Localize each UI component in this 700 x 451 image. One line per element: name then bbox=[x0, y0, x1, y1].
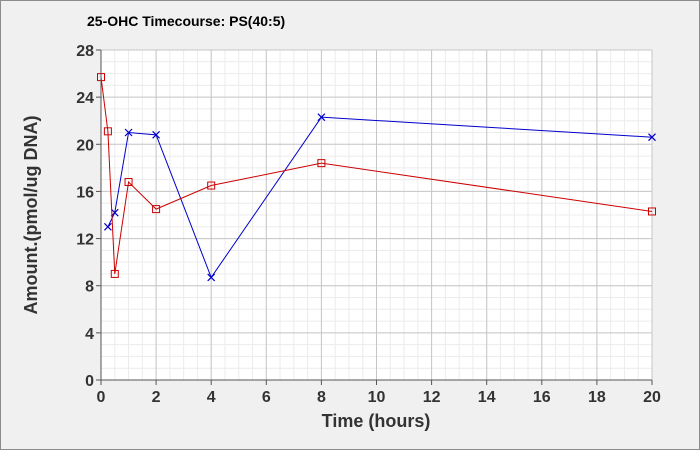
x-tick-label: 12 bbox=[423, 389, 441, 406]
x-tick-label: 4 bbox=[207, 389, 216, 406]
series-layer bbox=[97, 73, 656, 282]
data-point-x bbox=[648, 133, 656, 142]
data-point-square bbox=[207, 181, 216, 190]
chart-title: 25-OHC Timecourse: PS(40:5) bbox=[87, 13, 285, 29]
x-tick-label: 8 bbox=[317, 389, 326, 406]
data-point-square bbox=[317, 159, 326, 168]
series-1 bbox=[103, 113, 656, 282]
data-point-x bbox=[152, 130, 161, 139]
x-tick-label: 18 bbox=[588, 389, 606, 406]
x-tick-label: 20 bbox=[643, 389, 661, 406]
x-tick-label: 0 bbox=[97, 389, 106, 406]
series-line bbox=[100, 77, 653, 275]
x-tick-label: 2 bbox=[152, 389, 161, 406]
y-tick-label: 8 bbox=[85, 279, 94, 296]
data-point-square bbox=[110, 269, 119, 278]
data-point-square bbox=[103, 127, 112, 136]
x-axis-ticks: 0 2 4 6 8 10 12 14 16 18 20 bbox=[97, 380, 661, 406]
y-tick-label: 16 bbox=[76, 184, 94, 201]
x-tick-label: 6 bbox=[262, 389, 271, 406]
x-tick-label: 16 bbox=[533, 389, 551, 406]
data-point-x bbox=[103, 222, 112, 231]
data-point-square bbox=[152, 205, 161, 214]
data-point-x bbox=[207, 273, 216, 282]
y-axis-ticks: 0 4 8 12 16 20 24 28 bbox=[76, 43, 101, 390]
y-tick-label: 0 bbox=[85, 373, 94, 390]
x-tick-label: 10 bbox=[368, 389, 386, 406]
x-axis-label: Time (hours) bbox=[322, 411, 431, 431]
y-tick-label: 4 bbox=[85, 326, 94, 343]
y-tick-label: 28 bbox=[76, 43, 94, 60]
data-point-x bbox=[124, 128, 133, 137]
x-tick-label: 14 bbox=[478, 389, 496, 406]
y-tick-label: 12 bbox=[76, 232, 94, 249]
y-tick-label: 24 bbox=[76, 90, 94, 107]
data-point-x bbox=[110, 208, 119, 217]
data-point-square bbox=[648, 207, 656, 216]
y-tick-label: 20 bbox=[76, 137, 94, 154]
y-axis-label: Amount.(pmol/ug DNA) bbox=[21, 116, 41, 315]
data-point-square bbox=[124, 178, 133, 186]
data-point-x bbox=[317, 113, 326, 122]
